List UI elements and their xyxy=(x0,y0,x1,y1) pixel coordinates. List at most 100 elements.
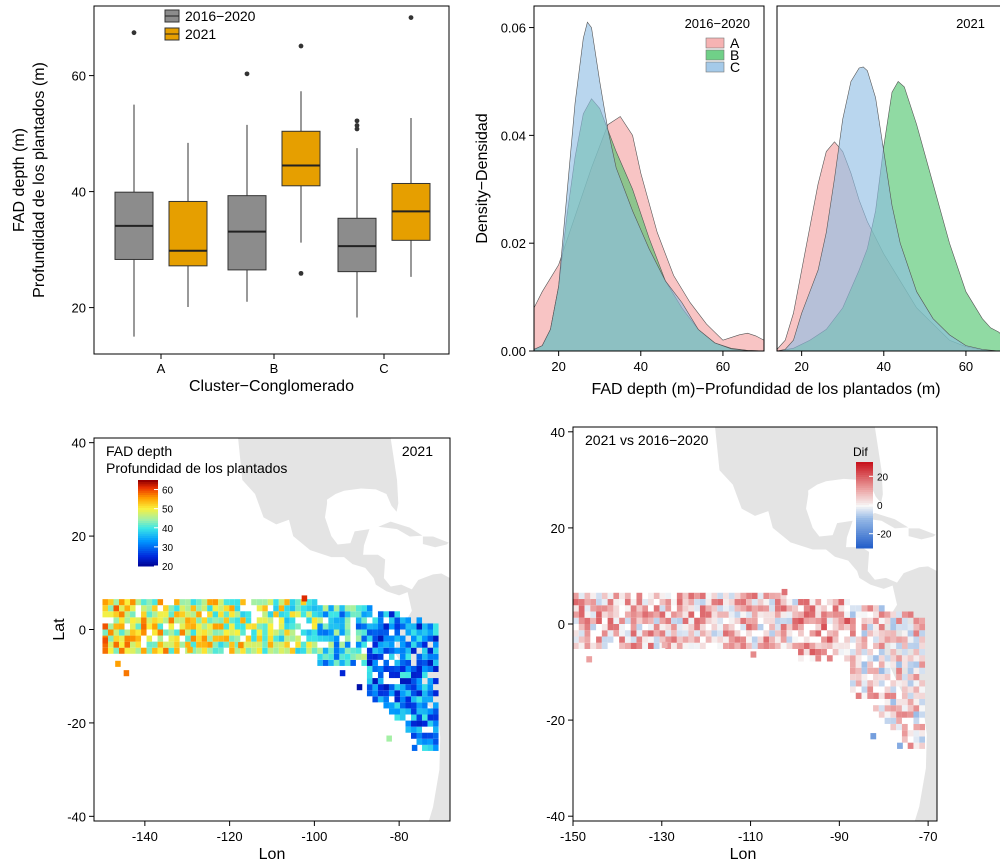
grid-cell xyxy=(163,611,169,618)
grid-cell xyxy=(119,629,125,636)
grid-cell xyxy=(878,667,885,674)
grid-cell xyxy=(278,641,285,648)
x-tick-label: -110 xyxy=(738,829,763,844)
grid-cell xyxy=(405,708,412,715)
grid-cell xyxy=(251,635,257,642)
grid-cell xyxy=(809,599,816,606)
grid-cell xyxy=(780,642,787,649)
grid-cell xyxy=(769,592,775,600)
grid-cell xyxy=(717,605,724,612)
grid-cell xyxy=(317,611,323,618)
grid-cell xyxy=(174,641,180,648)
grid-cell xyxy=(383,684,389,691)
grid-cell xyxy=(328,653,334,660)
grid-cell xyxy=(190,635,197,642)
grid-cell xyxy=(878,673,885,681)
grid-cell xyxy=(919,680,926,687)
grid-cell xyxy=(416,623,423,630)
grid-cell xyxy=(119,635,125,642)
grid-cell xyxy=(394,629,400,636)
colorbar-segment xyxy=(856,535,873,538)
grid-cell xyxy=(873,624,879,631)
grid-cell xyxy=(849,624,856,631)
grid-cell xyxy=(584,617,591,624)
grid-cell xyxy=(234,605,241,612)
grid-cell xyxy=(218,599,224,606)
grid-cell xyxy=(838,617,845,624)
grid-cell xyxy=(590,624,597,631)
grid-cell xyxy=(826,630,833,637)
grid-cell xyxy=(671,617,677,624)
grid-cell xyxy=(803,648,810,656)
grid-cell xyxy=(256,641,263,648)
grid-cell xyxy=(344,629,351,636)
grid-cell xyxy=(896,661,902,668)
grid-cell xyxy=(913,661,920,668)
grid-cell xyxy=(671,636,677,643)
colorbar-segment xyxy=(138,501,158,505)
grid-cell xyxy=(896,624,902,631)
grid-cell xyxy=(141,611,147,618)
grid-cell xyxy=(377,672,384,679)
grid-cell xyxy=(844,611,850,618)
grid-cell xyxy=(907,630,914,637)
grid-cell xyxy=(317,617,323,624)
grid-cell xyxy=(306,617,312,624)
grid-cell xyxy=(322,623,329,630)
grid-cell xyxy=(873,667,879,674)
grid-cell xyxy=(798,599,804,606)
grid-cell xyxy=(890,711,897,718)
grid-cell xyxy=(728,605,735,612)
grid-cell xyxy=(361,653,367,660)
grid-cell xyxy=(383,665,389,673)
grid-cell xyxy=(711,636,718,643)
grid-cell xyxy=(174,635,180,642)
box xyxy=(227,195,267,271)
grid-cell xyxy=(578,592,585,600)
grid-cell xyxy=(212,605,219,612)
grid-cell xyxy=(174,599,180,606)
grid-cell xyxy=(861,661,868,668)
grid-cell xyxy=(245,623,252,630)
grid-cell xyxy=(433,629,439,636)
grid-cell xyxy=(619,617,625,624)
grid-cell xyxy=(740,636,747,643)
grid-cell xyxy=(809,617,816,624)
grid-cell xyxy=(665,592,672,600)
grid-cell xyxy=(229,629,235,636)
grid-cell xyxy=(130,611,136,618)
grid-cell xyxy=(146,635,153,642)
grid-cell xyxy=(699,624,706,631)
grid-cell xyxy=(284,605,290,612)
grid-cell xyxy=(861,667,868,674)
grid-cell xyxy=(278,647,285,654)
grid-cell xyxy=(427,623,434,630)
grid-cell xyxy=(688,642,695,649)
colorbar-tick-label: 60 xyxy=(162,486,174,497)
grid-cell xyxy=(245,611,252,618)
grid-cell xyxy=(399,647,406,654)
grid-cell xyxy=(262,617,268,624)
grid-cell xyxy=(919,636,926,643)
grid-cell xyxy=(590,611,597,618)
grid-cell xyxy=(124,635,131,642)
grid-cell xyxy=(913,736,920,743)
colorbar-segment xyxy=(856,520,873,523)
outlier-point xyxy=(244,71,250,77)
grid-cell xyxy=(711,617,718,624)
grid-cell xyxy=(873,673,879,681)
grid-cell xyxy=(433,744,439,751)
grid-cell xyxy=(433,647,439,654)
grid-cell xyxy=(901,611,908,618)
colorbar-segment xyxy=(138,490,158,494)
grid-cell xyxy=(746,636,752,643)
panel-label: 2021 vs 2016−2020 xyxy=(585,432,709,448)
grid-cell xyxy=(913,742,920,749)
y-tick-label: 0.00 xyxy=(501,344,526,359)
grid-cell xyxy=(301,595,308,602)
grid-cell xyxy=(422,744,428,751)
x-tick-label: 60 xyxy=(959,359,973,374)
grid-cell xyxy=(630,630,637,637)
grid-cell xyxy=(399,641,406,648)
grid-cell xyxy=(306,647,312,654)
